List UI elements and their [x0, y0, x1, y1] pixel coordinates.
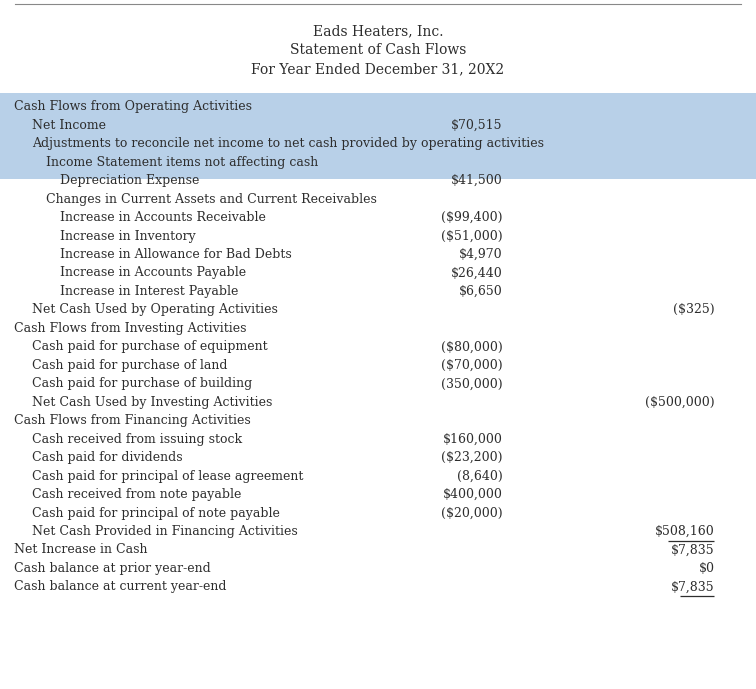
Text: Depreciation Expense: Depreciation Expense	[60, 174, 200, 187]
Text: $7,835: $7,835	[671, 580, 714, 593]
Text: Statement of Cash Flows: Statement of Cash Flows	[290, 43, 466, 56]
Text: ($325): ($325)	[673, 303, 714, 316]
Text: Net Income: Net Income	[32, 119, 106, 132]
Text: $4,970: $4,970	[459, 248, 503, 261]
Text: Net Cash Provided in Financing Activities: Net Cash Provided in Financing Activitie…	[32, 525, 298, 538]
Text: Cash paid for principal of lease agreement: Cash paid for principal of lease agreeme…	[32, 470, 303, 482]
Text: $7,835: $7,835	[671, 544, 714, 557]
Text: Cash paid for principal of note payable: Cash paid for principal of note payable	[32, 506, 280, 520]
Text: Adjustments to reconcile net income to net cash provided by operating activities: Adjustments to reconcile net income to n…	[32, 137, 544, 150]
Text: $160,000: $160,000	[443, 433, 503, 446]
Text: Income Statement items not affecting cash: Income Statement items not affecting cas…	[46, 156, 318, 169]
Text: Net Cash Used by Investing Activities: Net Cash Used by Investing Activities	[32, 395, 272, 409]
Text: ($80,000): ($80,000)	[441, 340, 503, 353]
Text: Cash paid for purchase of equipment: Cash paid for purchase of equipment	[32, 340, 268, 353]
Text: $6,650: $6,650	[459, 285, 503, 298]
Text: Eads Heaters, Inc.: Eads Heaters, Inc.	[313, 24, 443, 38]
Text: For Year Ended December 31, 20X2: For Year Ended December 31, 20X2	[252, 62, 504, 76]
Text: Increase in Accounts Receivable: Increase in Accounts Receivable	[60, 211, 266, 224]
Text: (350,000): (350,000)	[441, 378, 503, 390]
Text: ($20,000): ($20,000)	[441, 506, 503, 520]
Text: Cash paid for purchase of land: Cash paid for purchase of land	[32, 359, 228, 372]
Text: Increase in Inventory: Increase in Inventory	[60, 229, 196, 243]
Text: Increase in Interest Payable: Increase in Interest Payable	[60, 285, 238, 298]
Text: Changes in Current Assets and Current Receivables: Changes in Current Assets and Current Re…	[46, 193, 377, 205]
Text: $508,160: $508,160	[655, 525, 714, 538]
Text: ($23,200): ($23,200)	[442, 451, 503, 464]
Text: ($99,400): ($99,400)	[442, 211, 503, 224]
Text: ($500,000): ($500,000)	[645, 395, 714, 409]
Text: Cash received from note payable: Cash received from note payable	[32, 488, 241, 501]
Text: Net Increase in Cash: Net Increase in Cash	[14, 544, 147, 557]
Text: Cash balance at prior year-end: Cash balance at prior year-end	[14, 562, 211, 575]
Text: Increase in Accounts Payable: Increase in Accounts Payable	[60, 267, 246, 280]
Text: Cash paid for dividends: Cash paid for dividends	[32, 451, 183, 464]
Text: $400,000: $400,000	[443, 488, 503, 501]
Text: $0: $0	[699, 562, 714, 575]
Text: $26,440: $26,440	[451, 267, 503, 280]
Text: Cash Flows from Investing Activities: Cash Flows from Investing Activities	[14, 322, 246, 335]
Text: Increase in Allowance for Bad Debts: Increase in Allowance for Bad Debts	[60, 248, 292, 261]
Text: Cash Flows from Financing Activities: Cash Flows from Financing Activities	[14, 414, 251, 427]
Text: $41,500: $41,500	[451, 174, 503, 187]
Text: Cash Flows from Operating Activities: Cash Flows from Operating Activities	[14, 101, 252, 113]
Text: Cash paid for purchase of building: Cash paid for purchase of building	[32, 378, 253, 390]
Text: $70,515: $70,515	[451, 119, 503, 132]
Text: (8,640): (8,640)	[457, 470, 503, 482]
Text: Cash balance at current year-end: Cash balance at current year-end	[14, 580, 227, 593]
Text: ($51,000): ($51,000)	[441, 229, 503, 243]
Text: Cash received from issuing stock: Cash received from issuing stock	[32, 433, 242, 446]
Bar	[0, 93, 756, 179]
Text: ($70,000): ($70,000)	[441, 359, 503, 372]
Text: Net Cash Used by Operating Activities: Net Cash Used by Operating Activities	[32, 303, 278, 316]
